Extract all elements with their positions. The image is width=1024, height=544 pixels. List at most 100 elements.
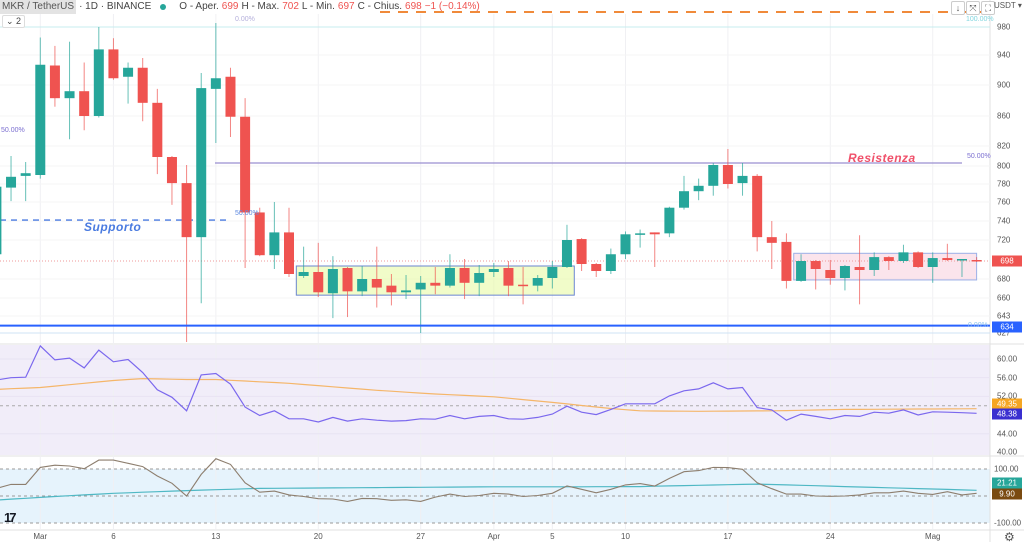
- candle-down[interactable]: [79, 91, 90, 116]
- candle-up[interactable]: [898, 252, 909, 261]
- rsi-badge: 48.38: [992, 408, 1022, 420]
- candle-up[interactable]: [64, 91, 75, 99]
- price-axis-label: 800: [997, 161, 1011, 171]
- candle-down[interactable]: [181, 183, 192, 238]
- candle-up[interactable]: [620, 234, 631, 255]
- price-axis-label: 780: [997, 179, 1011, 189]
- candle-down[interactable]: [108, 49, 119, 79]
- candle-down[interactable]: [313, 272, 324, 293]
- market-status-icon: [160, 4, 167, 10]
- tradingview-logo[interactable]: 17: [4, 510, 17, 525]
- candle-up[interactable]: [927, 258, 938, 267]
- price-axis-label: 740: [997, 216, 1011, 226]
- candle-down[interactable]: [576, 239, 587, 264]
- candle-down[interactable]: [371, 279, 382, 288]
- price-axis-label: 900: [997, 80, 1011, 90]
- candle-down[interactable]: [971, 260, 982, 262]
- candle-up[interactable]: [869, 257, 880, 270]
- candle-up[interactable]: [35, 64, 46, 175]
- candle-up[interactable]: [20, 173, 31, 176]
- symbol-name[interactable]: MKR / TetherUS: [0, 0, 77, 14]
- candle-down[interactable]: [240, 116, 251, 213]
- date-axis-label: 5: [550, 532, 555, 541]
- candle-down[interactable]: [503, 268, 514, 286]
- low-label: L - Min.: [301, 1, 335, 12]
- candle-up[interactable]: [664, 207, 675, 234]
- candle-up[interactable]: [635, 233, 646, 235]
- candle-up[interactable]: [956, 259, 967, 261]
- candle-down[interactable]: [459, 268, 470, 283]
- candle-down[interactable]: [137, 67, 148, 103]
- candle-down[interactable]: [942, 258, 953, 260]
- support-price-badge: 634: [992, 321, 1022, 333]
- candle-down[interactable]: [152, 102, 163, 157]
- candle-down[interactable]: [518, 284, 529, 287]
- candle-up[interactable]: [474, 273, 485, 283]
- candle-up[interactable]: [605, 254, 616, 271]
- candle-up[interactable]: [488, 269, 499, 272]
- fib-label-top-right: 100.00%: [966, 16, 994, 23]
- candle-down[interactable]: [254, 212, 265, 256]
- candle-up[interactable]: [93, 49, 104, 116]
- last-price-badge: 698: [992, 255, 1022, 267]
- candle-down[interactable]: [49, 65, 60, 99]
- candle-up[interactable]: [547, 267, 558, 278]
- candle-down[interactable]: [430, 282, 441, 286]
- candle-down[interactable]: [342, 268, 353, 292]
- candle-down[interactable]: [225, 76, 236, 117]
- cci-axis-label: -100.00: [994, 518, 1022, 528]
- candle-up[interactable]: [196, 88, 207, 238]
- rsi-axis-label: 60.00: [997, 354, 1018, 364]
- candle-down[interactable]: [781, 241, 792, 281]
- candle-up[interactable]: [796, 261, 807, 281]
- candle-up[interactable]: [839, 266, 850, 278]
- price-axis-label: 820: [997, 141, 1011, 151]
- candle-up[interactable]: [327, 269, 338, 294]
- candle-up[interactable]: [357, 279, 368, 292]
- candle-up[interactable]: [298, 272, 309, 276]
- candle-up[interactable]: [401, 290, 412, 293]
- candle-down[interactable]: [166, 157, 177, 184]
- candle-down[interactable]: [591, 264, 602, 271]
- high-value: 702: [282, 1, 299, 12]
- candle-down[interactable]: [752, 175, 763, 238]
- candle-up[interactable]: [679, 191, 690, 208]
- candle-down[interactable]: [913, 252, 924, 267]
- candle-up[interactable]: [561, 240, 572, 267]
- candle-up[interactable]: [444, 268, 455, 286]
- candle-down[interactable]: [810, 261, 821, 269]
- candle-down[interactable]: [649, 232, 660, 235]
- candle-up[interactable]: [123, 67, 134, 77]
- candle-down[interactable]: [883, 257, 894, 261]
- fullscreen-icon[interactable]: ⛶: [981, 1, 995, 15]
- compress-icon[interactable]: ⤧: [966, 1, 980, 15]
- candle-up[interactable]: [708, 165, 719, 186]
- candle-down[interactable]: [722, 165, 733, 184]
- price-axis-label: 720: [997, 235, 1011, 245]
- candle-down[interactable]: [386, 285, 397, 293]
- cci-ma-line: [0, 483, 977, 501]
- fib-label-mid-left: 50.00%: [1, 127, 25, 134]
- rsi-ma-badge: 49.35: [992, 398, 1022, 410]
- indicators-toggle-button[interactable]: ⌄ 2: [2, 15, 26, 28]
- currency-selector[interactable]: USDT ▾: [994, 1, 1022, 10]
- candle-up[interactable]: [0, 186, 2, 255]
- settings-gear-icon[interactable]: ⚙: [1004, 530, 1015, 544]
- candle-down[interactable]: [766, 237, 777, 243]
- candle-up[interactable]: [210, 78, 221, 89]
- candle-down[interactable]: [825, 270, 836, 278]
- candle-up[interactable]: [532, 278, 543, 286]
- fib-label-bottom-right: 0.00%: [968, 322, 988, 329]
- fib-label-mid-center: 50.00%: [235, 210, 259, 217]
- download-icon[interactable]: ↓: [951, 1, 965, 15]
- candle-up[interactable]: [6, 176, 17, 188]
- rsi-line: [0, 344, 977, 423]
- candle-up[interactable]: [269, 232, 280, 256]
- candle-up[interactable]: [693, 185, 704, 192]
- candle-up[interactable]: [737, 175, 748, 184]
- candle-down[interactable]: [854, 267, 865, 270]
- close-value: 698: [405, 1, 422, 12]
- candle-up[interactable]: [415, 282, 426, 290]
- candle-down[interactable]: [284, 232, 294, 274]
